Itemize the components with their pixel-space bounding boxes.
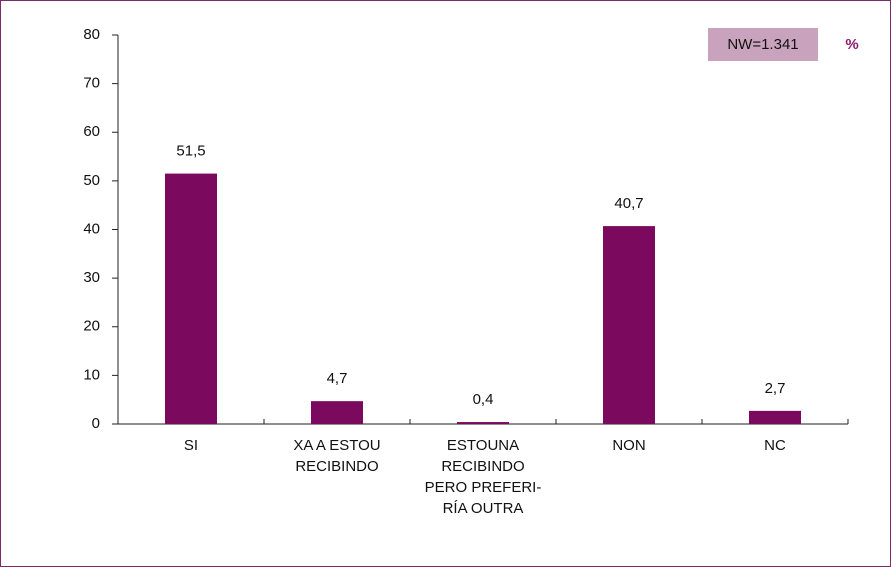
- y-tick-label: 30: [83, 269, 100, 286]
- value-label: 2,7: [765, 380, 786, 397]
- x-tick-label: SI: [184, 437, 198, 454]
- y-tick-label: 70: [83, 75, 100, 92]
- value-label: 51,5: [176, 143, 205, 160]
- label-line: RECIBINDO: [295, 458, 378, 475]
- bar: [165, 173, 217, 424]
- label-line: SI: [184, 437, 198, 454]
- y-tick-label: 0: [92, 415, 100, 432]
- y-tick-label: 40: [83, 220, 100, 237]
- label-line: NC: [764, 437, 786, 454]
- label-line: RÍA OUTRA: [443, 500, 524, 517]
- unit-label: %: [845, 36, 858, 53]
- label-line: ESTOUNA: [447, 437, 519, 454]
- label-line: XA A ESTOU: [293, 437, 380, 454]
- bar: [311, 401, 363, 424]
- annotation-box: [708, 28, 818, 61]
- annotation: NW=1.341: [727, 36, 798, 53]
- x-tick-label: XA A ESTOU RECIBINDO: [293, 437, 380, 475]
- value-label: 0,4: [473, 391, 494, 408]
- label-line: NON: [612, 437, 645, 454]
- y-tick-label: 10: [83, 366, 100, 383]
- value-label: 40,7: [614, 195, 643, 212]
- y-tick-label: 20: [83, 318, 100, 335]
- y-tick-label: 80: [83, 26, 100, 43]
- x-tick-label: NON: [612, 437, 645, 454]
- value-label: 4,7: [327, 370, 348, 387]
- x-tick-label: NC: [764, 437, 786, 454]
- y-tick-label: 50: [83, 172, 100, 189]
- label-line: RECIBINDO: [441, 458, 524, 475]
- bar: [457, 422, 509, 424]
- x-tick-label: ESTOUNA RECIBINDO PERO PREFERI- RÍA OUTRA: [425, 437, 542, 517]
- bar: [603, 226, 655, 424]
- label-line: PERO PREFERI-: [425, 479, 542, 496]
- y-tick-label: 60: [83, 123, 100, 140]
- bar: [749, 410, 801, 424]
